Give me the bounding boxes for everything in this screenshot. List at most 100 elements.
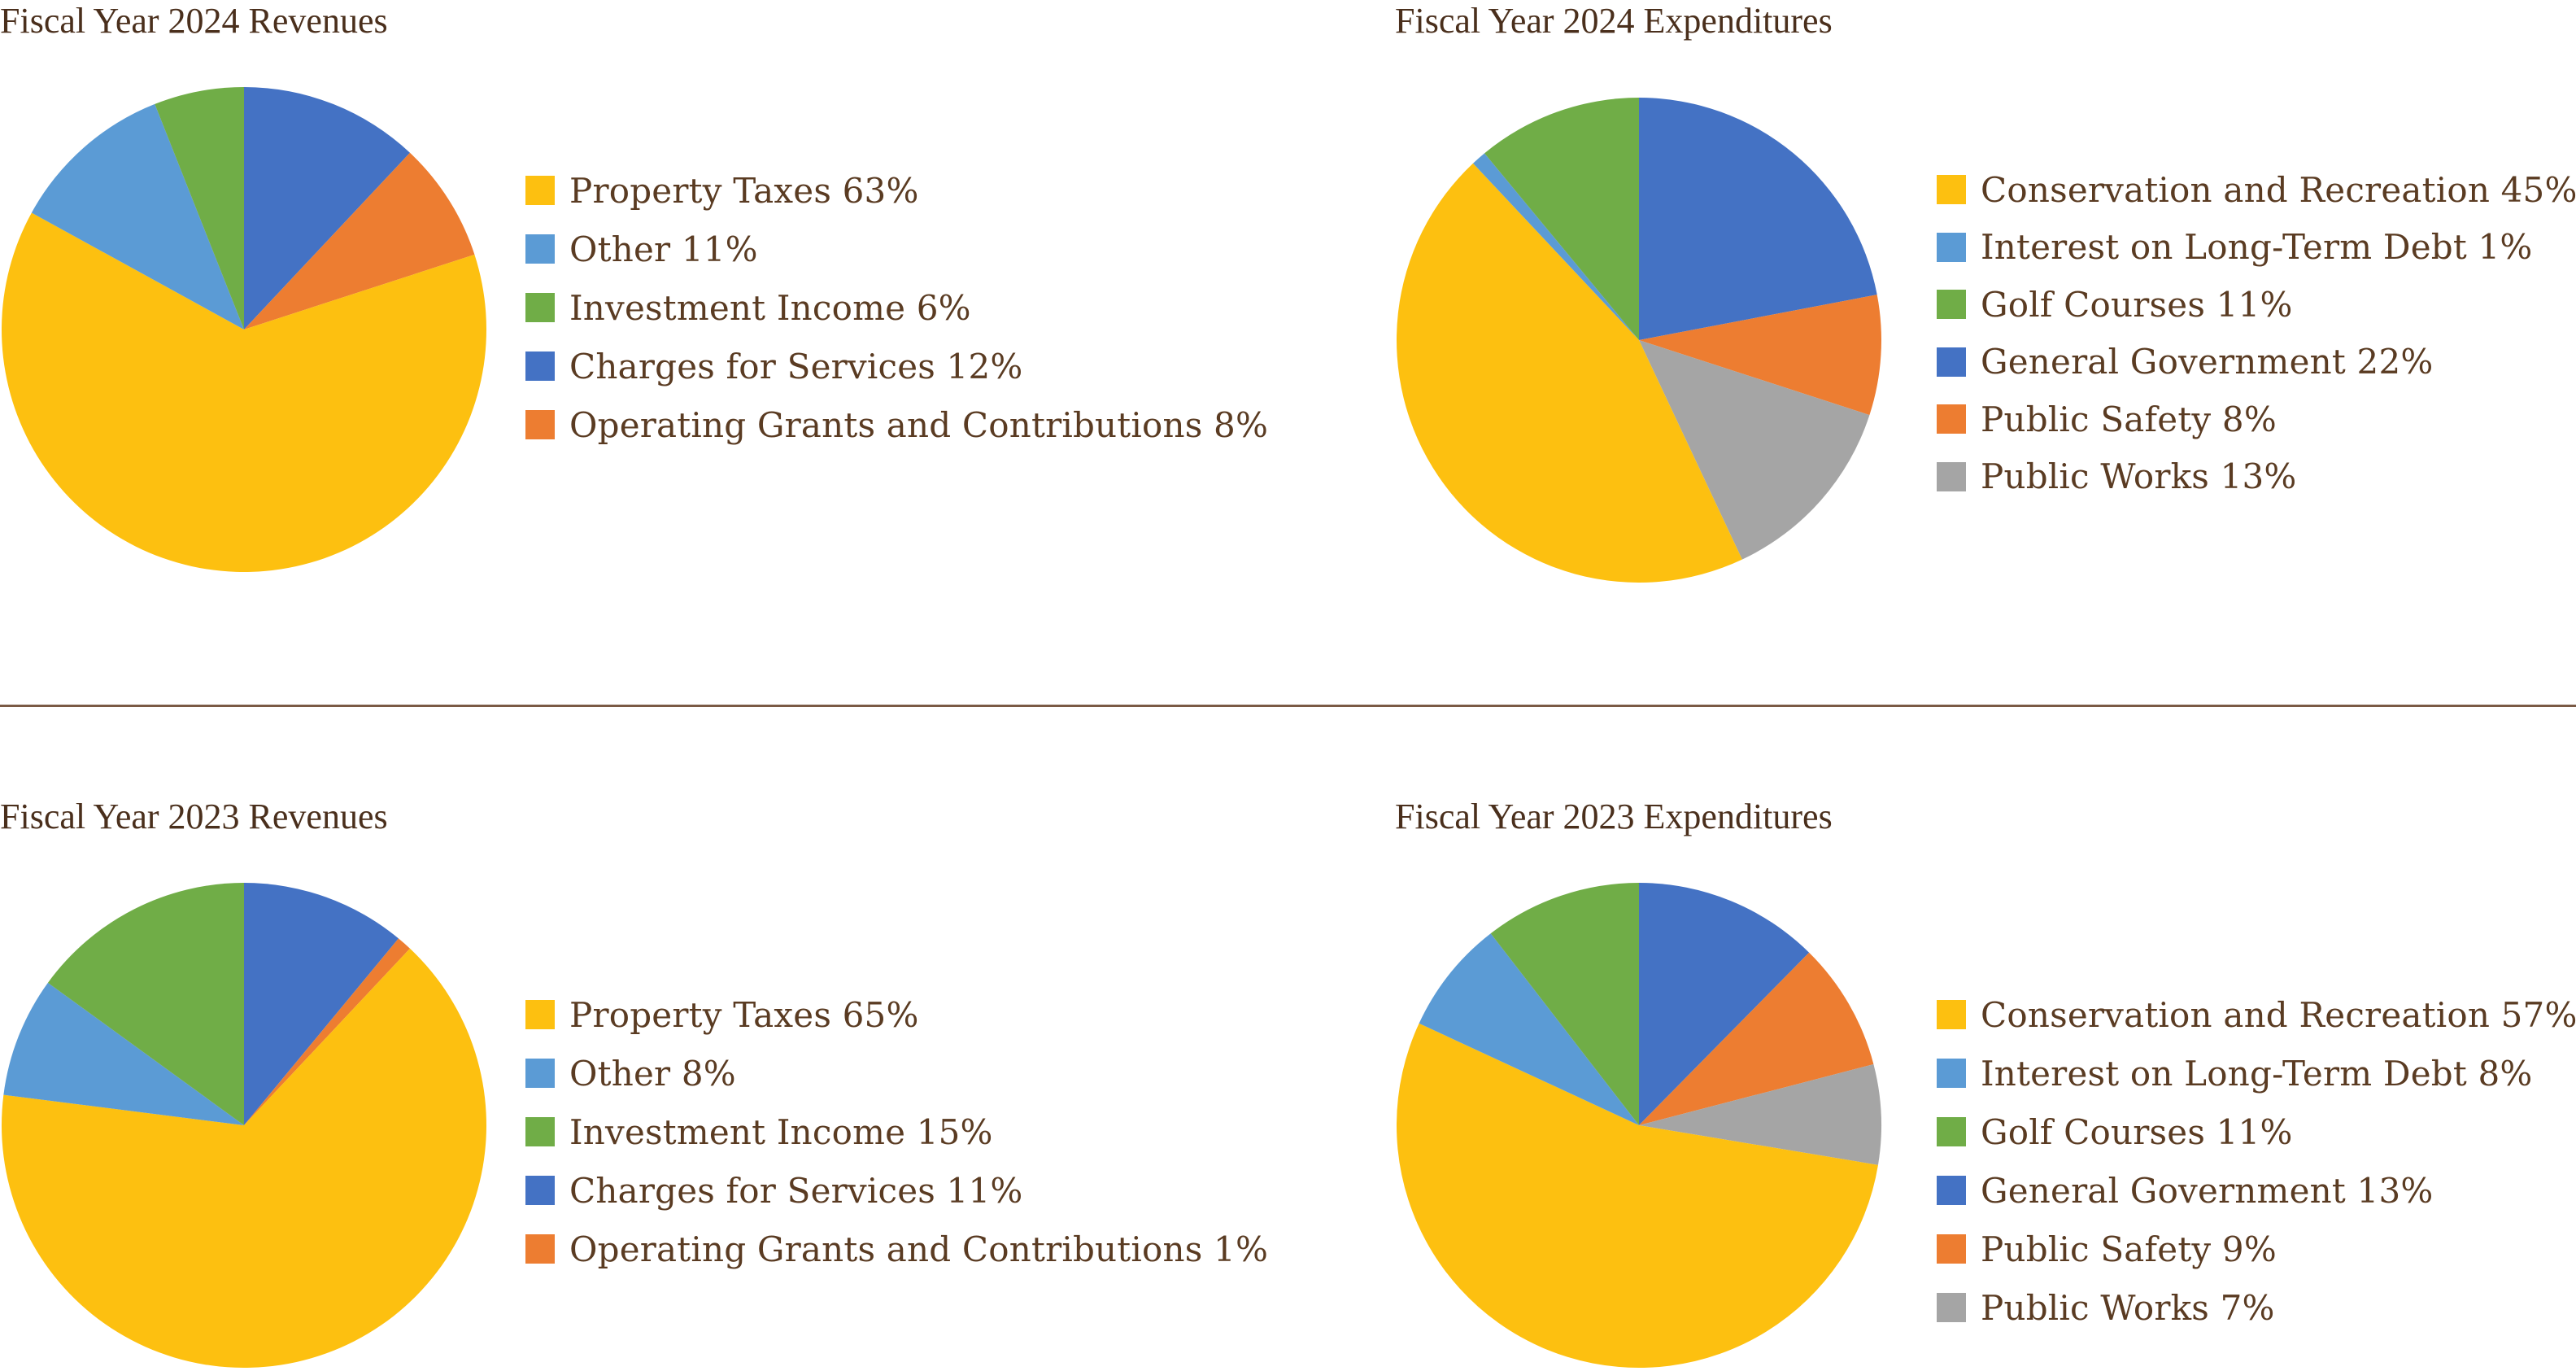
legend-label: Interest on Long-Term Debt 8% — [1981, 1053, 2533, 1094]
legend-swatch — [525, 1176, 555, 1205]
legend-swatch — [525, 1059, 555, 1088]
chart-title: Fiscal Year 2023 Expenditures — [1395, 797, 1833, 836]
legend-item: Public Works 7% — [1937, 1278, 2576, 1337]
legend-swatch — [525, 410, 555, 439]
pie-slice-operating-grants-and-contributions — [244, 938, 410, 1125]
legend-swatch — [1937, 404, 1966, 434]
legend-swatch — [525, 351, 555, 381]
pie-chart — [1396, 98, 1881, 583]
legend-label: General Government 22% — [1981, 342, 2434, 382]
pie-slice-other — [31, 103, 245, 330]
legend-swatch — [1937, 347, 1966, 377]
pie-slice-operating-grants-and-contributions — [244, 152, 475, 330]
legend-swatch — [1937, 290, 1966, 320]
legend-label: Property Taxes 63% — [569, 170, 919, 211]
legend-item: Investment Income 15% — [525, 1102, 1268, 1161]
legend-label: Investment Income 6% — [569, 287, 971, 328]
section-divider — [0, 705, 2576, 707]
legend-swatch — [525, 1117, 555, 1146]
legend-swatch — [525, 293, 555, 322]
legend-item: Other 8% — [525, 1044, 1268, 1102]
pie-slice-public-safety — [1639, 952, 1874, 1125]
legend-label: Operating Grants and Contributions 1% — [569, 1229, 1269, 1269]
legend-label: Charges for Services 12% — [569, 346, 1023, 386]
pie-slice-general-government — [1639, 98, 1877, 340]
legend-swatch — [1937, 1059, 1966, 1088]
legend-label: Other 8% — [569, 1053, 736, 1094]
pie-slice-charges-for-services — [244, 883, 399, 1125]
legend-swatch — [525, 1000, 555, 1029]
legend-item: Property Taxes 63% — [525, 161, 1268, 220]
legend-item: Conservation and Recreation 45% — [1937, 161, 2576, 219]
chart-title: Fiscal Year 2024 Revenues — [0, 1, 388, 41]
legend-swatch — [1937, 1117, 1966, 1146]
chart-legend: Conservation and Recreation 57% Interest… — [1937, 985, 2576, 1337]
legend-label: Golf Courses 11% — [1981, 1111, 2293, 1152]
chart-title: Fiscal Year 2023 Revenues — [0, 797, 388, 836]
legend-item: Public Works 13% — [1937, 448, 2576, 506]
legend-item: Interest on Long-Term Debt 1% — [1937, 219, 2576, 277]
legend-item: General Government 22% — [1937, 334, 2576, 391]
legend-item: Interest on Long-Term Debt 8% — [1937, 1044, 2576, 1102]
legend-label: Conservation and Recreation 57% — [1981, 994, 2576, 1035]
legend-swatch — [1937, 1293, 1966, 1322]
legend-label: Property Taxes 65% — [569, 994, 919, 1035]
chart-legend: Property Taxes 65% Other 8% Investment I… — [525, 985, 1268, 1278]
pie-slice-general-government — [1639, 883, 1810, 1125]
legend-label: Charges for Services 11% — [569, 1170, 1023, 1211]
legend-item: Investment Income 6% — [525, 278, 1268, 337]
legend-item: Public Safety 9% — [1937, 1220, 2576, 1278]
legend-item: Property Taxes 65% — [525, 985, 1268, 1044]
legend-label: Public Works 13% — [1981, 456, 2297, 497]
legend-swatch — [1937, 461, 1966, 491]
legend-swatch — [525, 176, 555, 205]
pie-slice-other — [3, 982, 244, 1125]
legend-item: Charges for Services 12% — [525, 337, 1268, 395]
pie-chart — [2, 883, 487, 1368]
pie-slice-public-works — [1639, 1064, 1881, 1165]
legend-swatch — [525, 1234, 555, 1264]
legend-label: Public Works 7% — [1981, 1287, 2275, 1328]
legend-swatch — [1937, 1234, 1966, 1264]
legend-label: Public Safety 9% — [1981, 1229, 2277, 1269]
legend-item: Conservation and Recreation 57% — [1937, 985, 2576, 1044]
pie-slice-property-taxes — [1, 212, 486, 573]
chart-fy2024-expenditures: Fiscal Year 2024 Expenditures Conservati… — [1395, 0, 2576, 683]
legend-item: Golf Courses 11% — [1937, 1102, 2576, 1161]
pie-slice-interest-on-long-term-debt — [1419, 933, 1639, 1125]
legend-item: Operating Grants and Contributions 1% — [525, 1220, 1268, 1278]
legend-label: General Government 13% — [1981, 1170, 2434, 1211]
chart-title: Fiscal Year 2024 Expenditures — [1395, 1, 1833, 41]
pie-slice-golf-courses — [1490, 883, 1639, 1125]
chart-fy2023-expenditures: Fiscal Year 2023 Expenditures Conservati… — [1395, 796, 2576, 1371]
legend-label: Operating Grants and Contributions 8% — [569, 404, 1269, 445]
legend-swatch — [1937, 1000, 1966, 1029]
legend-item: Operating Grants and Contributions 8% — [525, 395, 1268, 454]
legend-item: Other 11% — [525, 220, 1268, 278]
legend-label: Other 11% — [569, 229, 758, 269]
pie-slice-conservation-and-recreation — [1396, 163, 1742, 583]
pie-slice-public-works — [1639, 340, 1870, 560]
pie-chart — [1, 87, 486, 573]
legend-item: Golf Courses 11% — [1937, 276, 2576, 334]
pie-slice-charges-for-services — [244, 87, 410, 330]
legend-swatch — [1937, 175, 1966, 205]
legend-label: Investment Income 15% — [569, 1111, 993, 1152]
chart-fy2023-revenues: Fiscal Year 2023 Revenues Property Taxes… — [0, 796, 1301, 1371]
pie-slice-investment-income — [47, 883, 244, 1125]
legend-label: Interest on Long-Term Debt 1% — [1981, 227, 2533, 268]
legend-label: Conservation and Recreation 45% — [1981, 169, 2576, 210]
pie-slice-investment-income — [155, 87, 244, 330]
pie-slice-public-safety — [1639, 295, 1881, 416]
legend-item: Public Safety 8% — [1937, 391, 2576, 448]
pie-slice-property-taxes — [2, 948, 487, 1368]
legend-swatch — [1937, 1176, 1966, 1205]
legend-item: Charges for Services 11% — [525, 1161, 1268, 1220]
legend-item: General Government 13% — [1937, 1161, 2576, 1220]
legend-swatch — [525, 234, 555, 264]
chart-legend: Conservation and Recreation 45% Interest… — [1937, 161, 2576, 505]
legend-label: Golf Courses 11% — [1981, 284, 2293, 325]
chart-legend: Property Taxes 63% Other 11% Investment … — [525, 161, 1268, 454]
pie-chart — [1396, 883, 1881, 1369]
legend-label: Public Safety 8% — [1981, 399, 2277, 439]
